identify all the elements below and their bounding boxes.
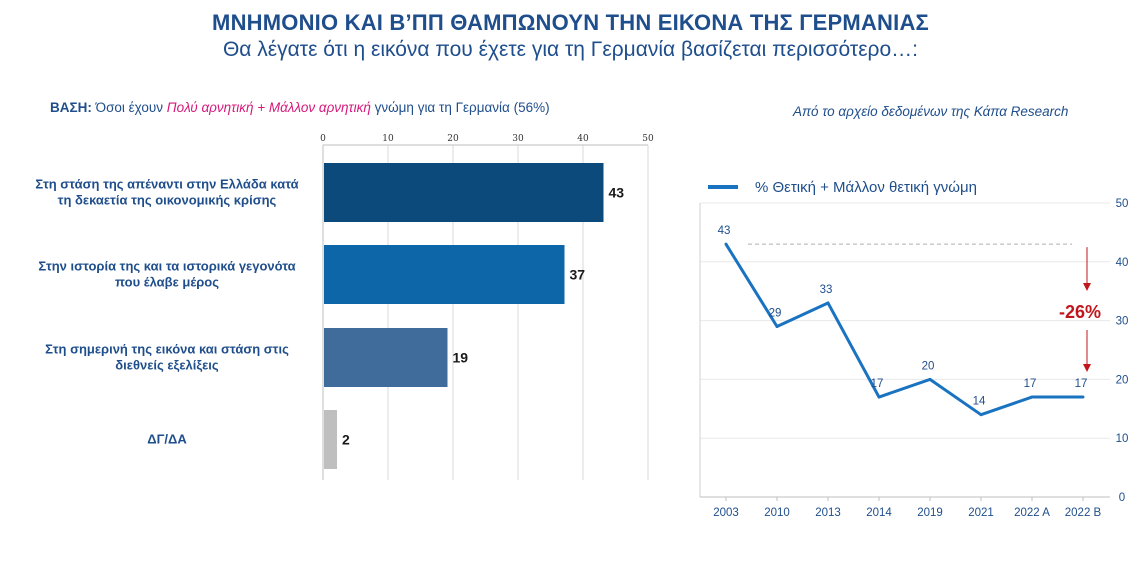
- base-prefix: ΒΑΣΗ:: [50, 100, 92, 115]
- line-x-tick-label: 2014: [866, 507, 892, 519]
- bar-value-label: 19: [453, 350, 469, 366]
- bar-x-tick-label: 10: [382, 134, 394, 144]
- bar-x-tick-label: 20: [447, 134, 459, 144]
- line-x-tick-label: 2013: [815, 507, 841, 519]
- bar-category-label-line: Στην ιστορία της και τα ιστορικά γεγονότ…: [38, 259, 295, 274]
- bar-3: [324, 328, 448, 387]
- bar-category-label-line: που έλαβε μέρος: [115, 275, 219, 290]
- line-x-tick-label: 2019: [917, 507, 943, 519]
- page-subtitle: Θα λέγατε ότι η εικόνα που έχετε για τη …: [222, 38, 919, 61]
- line-data-label: 17: [871, 378, 884, 390]
- line-y-tick-label: 30: [1116, 316, 1129, 328]
- line-data-label: 20: [922, 360, 935, 372]
- line-point: [1030, 395, 1034, 399]
- line-y-tick-label: 10: [1116, 433, 1129, 445]
- bar-category-label: Στην ιστορία της και τα ιστορικά γεγονότ…: [38, 259, 295, 290]
- bar-value-label: 37: [570, 267, 586, 283]
- line-x-tick-label: 2003: [713, 507, 739, 519]
- bar-value-label: 43: [609, 185, 625, 201]
- bar-value-label: 2: [342, 432, 350, 448]
- bar-category-label: ΔΓ/ΔΑ: [147, 432, 187, 447]
- line-y-tick-label: 20: [1116, 374, 1129, 386]
- bar-x-tick-label: 30: [512, 134, 524, 144]
- bar-2: [324, 245, 565, 304]
- line-point: [775, 324, 779, 328]
- bar-chart: 0 10 20 30 40 50 43 Στη στάση της απέναντι στην…: [35, 134, 654, 480]
- line-x-tick-label: 2022 Α: [1014, 507, 1050, 519]
- line-x-tick-label: 2010: [764, 507, 790, 519]
- line-data-label: 43: [718, 225, 731, 237]
- line-point: [928, 377, 932, 381]
- page-title: ΜΝΗΜΟΝΙΟ ΚΑΙ Β’ΠΠ ΘΑΜΠΩΝΟΥΝ ΤΗΝ ΕΙΚΟΝΑ Τ…: [212, 10, 929, 35]
- bar-1: [324, 163, 604, 222]
- bar-category-label: Στη σημερινή της εικόνα και στάση στις δι…: [45, 342, 289, 373]
- change-arrowhead-upper: [1083, 283, 1091, 291]
- change-annotation: -26%: [1059, 302, 1101, 322]
- bar-category-label-line: ΔΓ/ΔΑ: [147, 432, 187, 447]
- base-text-1: Όσοι έχουν: [91, 100, 167, 115]
- line-y-tick-label: 0: [1119, 492, 1125, 504]
- bar-category-label-line: τη δεκαετία της οικονομικής κρίσης: [58, 193, 277, 208]
- bar-4: [324, 410, 337, 469]
- bar-x-tick-label: 40: [577, 134, 589, 144]
- base-text-2: γνώμη για τη Γερμανία (56%): [370, 100, 550, 115]
- line-x-tick-label: 2021: [968, 507, 994, 519]
- line-point: [979, 413, 983, 417]
- line-data-label: 14: [973, 396, 986, 408]
- bar-x-tick-label: 50: [642, 134, 654, 144]
- bar-category-label-line: διεθνείς εξελίξεις: [115, 358, 219, 373]
- line-y-tick-label: 40: [1116, 257, 1129, 269]
- bar-category-label-line: Στη στάση της απέναντι στην Ελλάδα κατά: [35, 177, 298, 192]
- line-point: [826, 301, 830, 305]
- line-series-path: [724, 243, 1083, 417]
- legend-label: % Θετική + Μάλλον θετική γνώμη: [755, 179, 977, 196]
- line-data-label: 17: [1024, 378, 1037, 390]
- line-point: [877, 395, 881, 399]
- line-data-label: 33: [820, 284, 833, 296]
- bar-x-tick-label: 0: [320, 134, 326, 144]
- line-data-label: 29: [769, 307, 782, 319]
- base-highlight: Πολύ αρνητική + Μάλλον αρνητική: [166, 100, 371, 115]
- bar-category-label-line: Στη σημερινή της εικόνα και στάση στις: [45, 342, 289, 357]
- bar-category-label: Στη στάση της απέναντι στην Ελλάδα κατά τ…: [35, 177, 298, 208]
- line-x-tick-label: 2022 Β: [1065, 507, 1102, 519]
- base-note: ΒΑΣΗ: Όσοι έχουν Πολύ αρνητική + Μάλλον …: [50, 100, 550, 115]
- change-arrowhead-lower: [1083, 364, 1091, 372]
- line-data-label: 17: [1075, 378, 1088, 390]
- line-point: [724, 242, 728, 246]
- line-y-tick-label: 50: [1116, 198, 1129, 210]
- source-note: Από το αρχείο δεδομένων της Κάπα Researc…: [793, 104, 1069, 119]
- line-point: [1081, 395, 1085, 399]
